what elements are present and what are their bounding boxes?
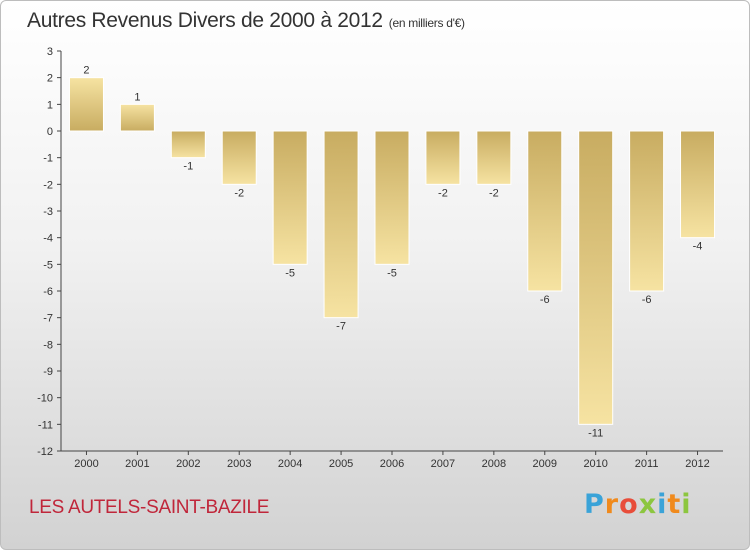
logo-letter: i <box>657 489 668 520</box>
data-label-2009: -6 <box>540 294 550 306</box>
x-axis: 2000 2001 2002 2003 2004 2005 2006 2007 2008 2009… <box>61 450 723 470</box>
x-tick-label: 2000 <box>74 458 98 470</box>
bars: 2 1 -1 -2 -5 -7 -5 -2 -2 -6 -11 -6 -4 <box>68 65 716 439</box>
bar-2004 <box>272 130 308 265</box>
x-tick-label: 2010 <box>583 458 607 470</box>
x-tick-label: 2006 <box>380 458 404 470</box>
chart-title: Autres Revenus Divers de 2000 à 2012 (en … <box>27 9 465 33</box>
bar-2006 <box>374 130 410 265</box>
bar-2009 <box>527 130 563 292</box>
commune-name: LES AUTELS-SAINT-BAZILE <box>29 497 270 518</box>
data-label-2001: 1 <box>134 91 140 103</box>
bar-2003 <box>221 130 257 185</box>
y-tick-label: -12 <box>37 446 53 458</box>
y-tick-label: 2 <box>47 73 53 85</box>
proxiti-logo: Proxiti <box>584 489 692 520</box>
y-tick-label: 1 <box>47 99 53 111</box>
x-tick-label: 2004 <box>278 458 302 470</box>
x-tick-label: 2012 <box>685 458 709 470</box>
title-text: Autres Revenus Divers de 2000 à 2012 <box>27 9 383 32</box>
x-tick-label: 2008 <box>482 458 506 470</box>
data-label-2005: -7 <box>336 321 346 333</box>
logo-letter: P <box>584 489 605 520</box>
data-label-2000: 2 <box>83 65 89 77</box>
x-tick-label: 2011 <box>635 458 659 470</box>
data-label-2006: -5 <box>387 267 397 279</box>
x-tick-label: 2001 <box>125 458 149 470</box>
bar-2000 <box>68 77 104 132</box>
y-tick-label: -4 <box>43 233 53 245</box>
y-tick-label: 3 <box>47 46 53 58</box>
y-tick-label: -3 <box>43 206 53 218</box>
bar-2011 <box>629 130 665 292</box>
logo-letter: o <box>619 489 639 520</box>
data-label-2010: -11 <box>588 427 603 439</box>
y-tick-label: -8 <box>43 339 53 351</box>
x-tick-label: 2002 <box>176 458 200 470</box>
y-tick-label: -5 <box>43 259 53 271</box>
bar-2010 <box>578 130 614 425</box>
x-tick-label: 2005 <box>329 458 353 470</box>
y-tick-label: -10 <box>37 393 53 405</box>
bar-2005 <box>323 130 359 319</box>
data-label-2003: -2 <box>234 187 244 199</box>
bar-2008 <box>476 130 512 185</box>
y-tick-label: -6 <box>43 286 53 298</box>
x-tick-label: 2007 <box>431 458 455 470</box>
data-label-2004: -5 <box>285 267 295 279</box>
y-tick-label: -9 <box>43 366 53 378</box>
data-label-2002: -1 <box>183 161 193 173</box>
x-tick-label: 2009 <box>533 458 557 470</box>
bar-2002 <box>170 130 206 159</box>
logo-letter: x <box>638 489 658 520</box>
y-tick-label: -1 <box>43 153 53 165</box>
x-tick-label: 2003 <box>227 458 251 470</box>
logo-letter: i <box>681 489 692 520</box>
bar-2007 <box>425 130 461 185</box>
y-tick-label: -7 <box>43 313 53 325</box>
y-tick-label: 0 <box>47 126 53 138</box>
chart-subtitle: (en milliers d'€) <box>388 16 465 30</box>
data-label-2007: -2 <box>438 187 448 199</box>
data-label-2011: -6 <box>642 294 652 306</box>
data-label-2008: -2 <box>489 187 499 199</box>
logo-letter: r <box>604 489 620 520</box>
bar-2001 <box>119 103 155 132</box>
y-tick-label: -2 <box>43 179 53 191</box>
bar-2012 <box>680 130 716 239</box>
data-label-2012: -4 <box>693 241 703 253</box>
logo-letter: t <box>667 489 682 520</box>
y-axis: 3 2 1 0 -1 -2 -3 -4 -5 -6 -7 -8 -9 -10 -11 -12 <box>37 46 62 458</box>
y-tick-label: -11 <box>38 419 53 431</box>
